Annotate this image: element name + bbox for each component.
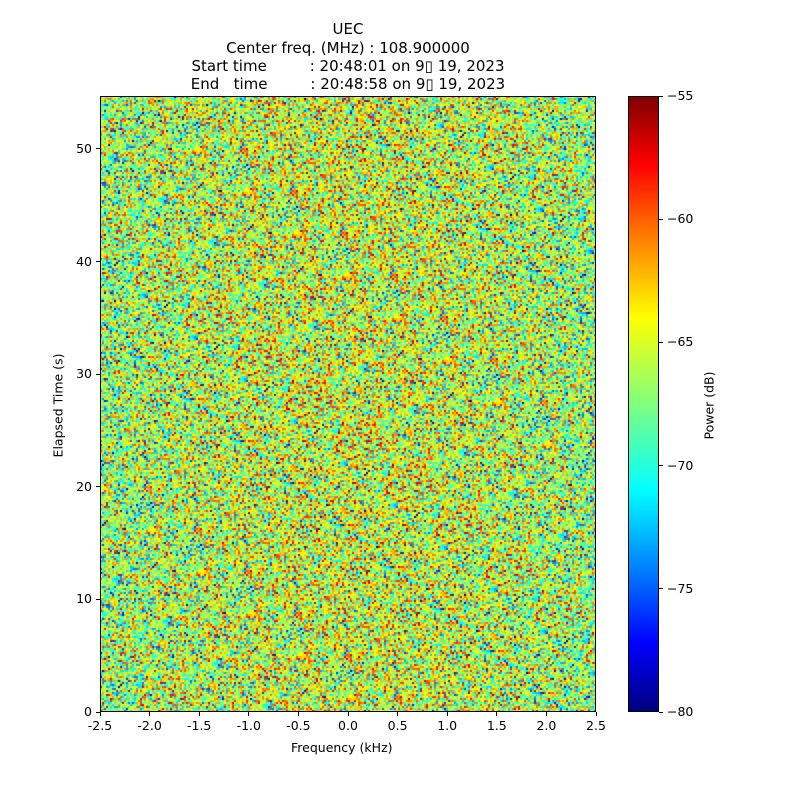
title-line-2: Center freq. (MHz) : 108.900000 <box>226 39 470 57</box>
x-tick <box>496 712 498 716</box>
y-axis-label: Elapsed Time (s) <box>50 353 66 458</box>
x-tick <box>545 712 547 716</box>
plot-frame <box>100 96 596 712</box>
x-tick <box>347 712 349 716</box>
colorbar-tick-label: −65 <box>667 334 694 350</box>
colorbar-tick <box>659 588 663 590</box>
x-tick <box>446 712 448 716</box>
colorbar-tick <box>659 95 663 97</box>
x-tick <box>248 712 250 716</box>
y-tick-label: 40 <box>76 253 92 269</box>
y-tick <box>96 261 100 263</box>
title-line-3: Start time : 20:48:01 on 9▯ 19, 2023 <box>191 57 505 75</box>
colorbar-tick-label: −55 <box>667 88 694 103</box>
x-tick-label: -1.5 <box>186 718 212 733</box>
x-tick-label: -2.0 <box>137 718 162 733</box>
y-tick-label: 20 <box>76 478 92 494</box>
colorbar <box>628 96 659 712</box>
x-tick <box>149 712 151 716</box>
x-tick-label: 2.0 <box>536 718 557 733</box>
y-tick <box>96 486 100 488</box>
x-tick-label: 0.0 <box>338 718 358 733</box>
x-tick <box>595 712 597 716</box>
title-line-1: UEC <box>332 20 364 38</box>
y-tick-label: 50 <box>76 140 92 156</box>
x-tick-label: 2.5 <box>586 718 606 733</box>
title-line-4: End time : 20:48:58 on 9▯ 19, 2023 <box>190 75 506 93</box>
x-axis-label: Frequency (kHz) <box>291 740 393 755</box>
x-tick <box>297 712 299 716</box>
colorbar-tick-label: −80 <box>667 704 694 719</box>
colorbar-label: Power (dB) <box>701 371 717 440</box>
colorbar-tick <box>659 465 663 467</box>
x-tick-label: -2.5 <box>87 718 113 733</box>
x-tick-label: -1.0 <box>236 718 261 733</box>
colorbar-tick-label: −75 <box>667 580 694 596</box>
colorbar-tick-label: −60 <box>667 211 694 227</box>
x-tick <box>397 712 399 716</box>
x-tick <box>198 712 200 716</box>
x-tick-label: 1.5 <box>486 718 507 733</box>
colorbar-tick <box>659 711 663 713</box>
y-tick <box>96 598 100 600</box>
spectrogram-heatmap <box>100 96 596 712</box>
colorbar-tick-label: −70 <box>667 457 694 473</box>
x-tick-label: 0.5 <box>387 718 408 733</box>
x-tick-label: -0.5 <box>286 718 311 733</box>
y-tick-label: 10 <box>76 591 92 607</box>
y-tick <box>96 711 100 713</box>
colorbar-tick <box>659 341 663 343</box>
y-tick <box>96 148 100 150</box>
y-tick-label: 0 <box>84 704 92 719</box>
x-tick <box>99 712 101 716</box>
colorbar-tick <box>659 218 663 220</box>
y-tick <box>96 373 100 375</box>
x-tick-label: 1.0 <box>437 718 458 733</box>
y-tick-label: 30 <box>76 366 92 382</box>
